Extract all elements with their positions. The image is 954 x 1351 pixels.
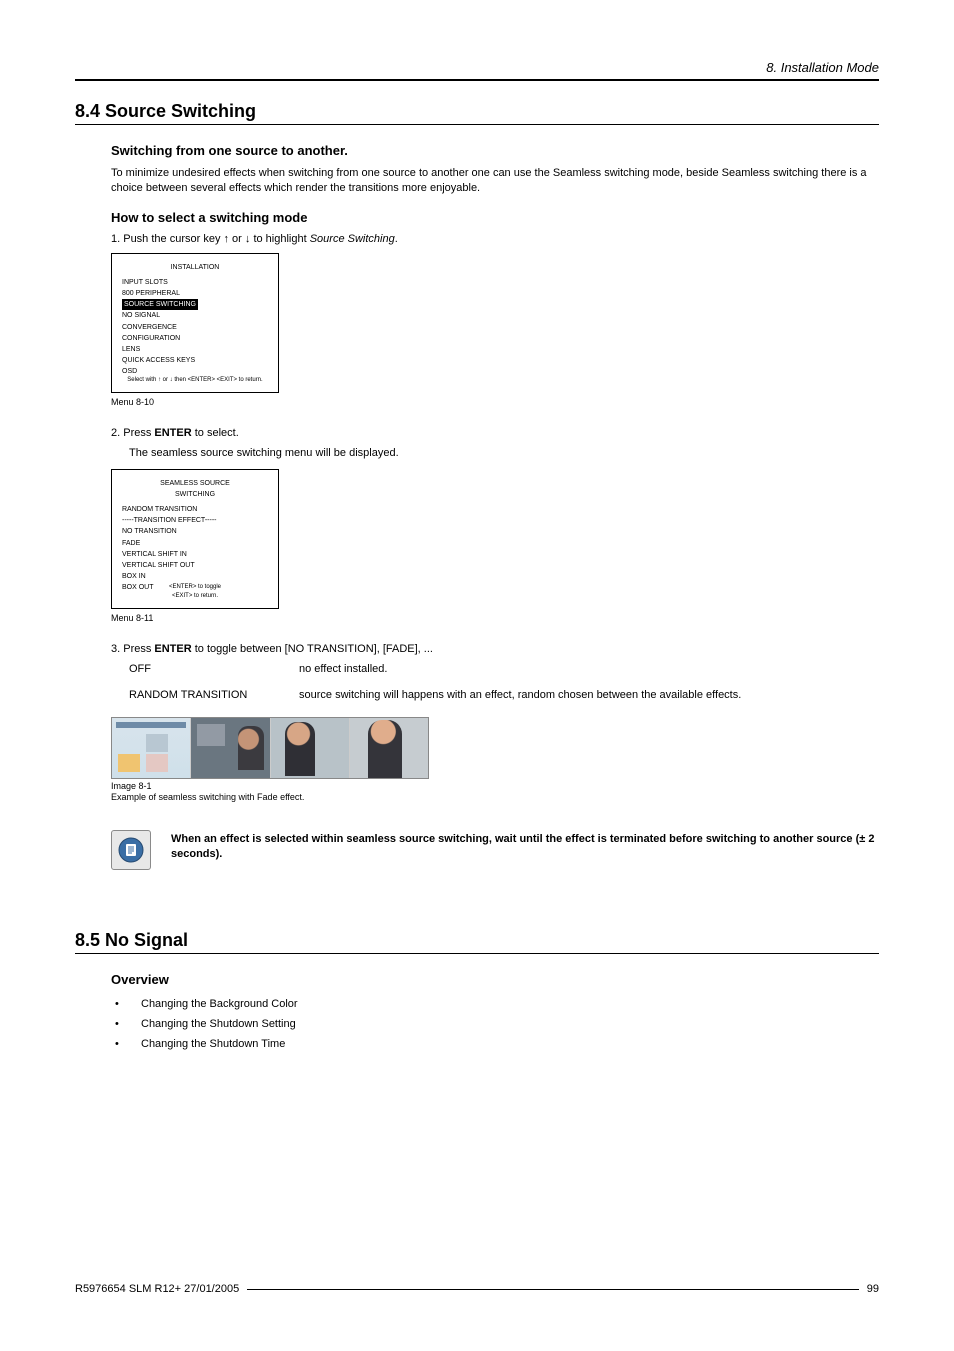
menu-line: QUICK ACCESS KEYS <box>122 355 268 366</box>
step-1: 1. Push the cursor key ↑ or ↓ to highlig… <box>111 233 879 245</box>
menu-line: CONVERGENCE <box>122 322 268 333</box>
menu-8-10-caption: Menu 8-10 <box>111 397 879 407</box>
option-val: no effect installed. <box>299 663 879 675</box>
image-frame-3 <box>271 718 350 778</box>
menu-line: INPUT SLOTS <box>122 277 268 288</box>
option-row: RANDOM TRANSITION source switching will … <box>129 689 879 701</box>
menu-8-11-caption: Menu 8-11 <box>111 613 879 623</box>
section-8-4-title: 8.4 Source Switching <box>75 101 879 122</box>
section-8-5-rule <box>75 953 879 954</box>
menu-line: VERTICAL SHIFT OUT <box>122 560 268 571</box>
menu-line: BOX IN <box>122 571 268 582</box>
footer-line <box>247 1289 859 1290</box>
step-3-prefix: 3. Press <box>111 643 154 655</box>
overview-list: Changing the Background Color Changing t… <box>111 995 879 1054</box>
note-box: When an effect is selected within seamle… <box>111 830 879 870</box>
image-8-1-strip <box>111 717 429 779</box>
footer-docid: R5976654 SLM R12+ 27/01/2005 <box>75 1283 239 1295</box>
menu-line: CONFIGURATION <box>122 333 268 344</box>
step-2: 2. Press ENTER to select. <box>111 427 879 439</box>
list-item: Changing the Shutdown Time <box>111 1035 879 1055</box>
menu-8-11-box: SEAMLESS SOURCE SWITCHING RANDOM TRANSIT… <box>111 469 279 609</box>
menu-8-11-footer: <ENTER> to toggle <EXIT> to return. <box>112 583 278 602</box>
option-val: source switching will happens with an ef… <box>299 689 879 701</box>
sub-heading-how-to-select: How to select a switching mode <box>111 210 879 225</box>
image-8-1-caption: Image 8-1 Example of seamless switching … <box>111 781 879 804</box>
image-caption-line2: Example of seamless switching with Fade … <box>111 792 304 802</box>
image-frame-1 <box>112 718 191 778</box>
note-icon <box>111 830 151 870</box>
body-text-intro: To minimize undesired effects when switc… <box>111 166 879 196</box>
step-2-bold: ENTER <box>154 427 191 439</box>
menu-line: 800 PERIPHERAL <box>122 288 268 299</box>
image-frame-2 <box>191 718 270 778</box>
overview-heading: Overview <box>111 972 879 987</box>
list-item: Changing the Background Color <box>111 995 879 1015</box>
options-table: OFF no effect installed. RANDOM TRANSITI… <box>129 663 879 701</box>
section-8-5-title: 8.5 No Signal <box>75 930 879 951</box>
menu-line: LENS <box>122 344 268 355</box>
chapter-rule <box>75 79 879 81</box>
chapter-header: 8. Installation Mode <box>75 60 879 75</box>
step-3: 3. Press ENTER to toggle between [NO TRA… <box>111 643 879 655</box>
menu-line: RANDOM TRANSITION <box>122 504 268 515</box>
section-8-4-rule <box>75 124 879 125</box>
menu-8-11-title: SEAMLESS SOURCE SWITCHING <box>122 478 268 500</box>
footer-page-number: 99 <box>867 1283 879 1295</box>
menu-8-10-footer: Select with ↑ or ↓ then <ENTER> <EXIT> t… <box>112 376 278 386</box>
menu-line: VERTICAL SHIFT IN <box>122 549 268 560</box>
option-row: OFF no effect installed. <box>129 663 879 675</box>
menu-line: NO SIGNAL <box>122 310 268 321</box>
sub-heading-switching-from: Switching from one source to another. <box>111 143 879 158</box>
menu-line: NO TRANSITION <box>122 526 268 537</box>
step-3-suffix: to toggle between [NO TRANSITION], [FADE… <box>192 643 433 655</box>
note-text: When an effect is selected within seamle… <box>171 830 879 863</box>
menu-line: FADE <box>122 538 268 549</box>
image-caption-line1: Image 8-1 <box>111 781 152 791</box>
step-2-sub: The seamless source switching menu will … <box>129 447 879 459</box>
menu-8-10-box: INSTALLATION INPUT SLOTS 800 PERIPHERAL … <box>111 253 279 393</box>
menu-line-highlighted: SOURCE SWITCHING <box>122 299 268 310</box>
step-1-suffix: . <box>395 233 398 245</box>
list-item: Changing the Shutdown Setting <box>111 1015 879 1035</box>
step-3-bold: ENTER <box>154 643 191 655</box>
step-2-suffix: to select. <box>192 427 239 439</box>
menu-line: -----TRANSITION EFFECT----- <box>122 515 268 526</box>
menu-highlight: SOURCE SWITCHING <box>122 299 198 310</box>
page-footer: R5976654 SLM R12+ 27/01/2005 99 <box>75 1283 879 1295</box>
menu-8-10-title: INSTALLATION <box>122 262 268 273</box>
step-1-italic: Source Switching <box>310 233 395 245</box>
image-frame-4 <box>350 718 428 778</box>
option-key: RANDOM TRANSITION <box>129 689 299 701</box>
step-2-prefix: 2. Press <box>111 427 154 439</box>
option-key: OFF <box>129 663 299 675</box>
step-1-prefix: 1. Push the cursor key ↑ or ↓ to highlig… <box>111 233 310 245</box>
